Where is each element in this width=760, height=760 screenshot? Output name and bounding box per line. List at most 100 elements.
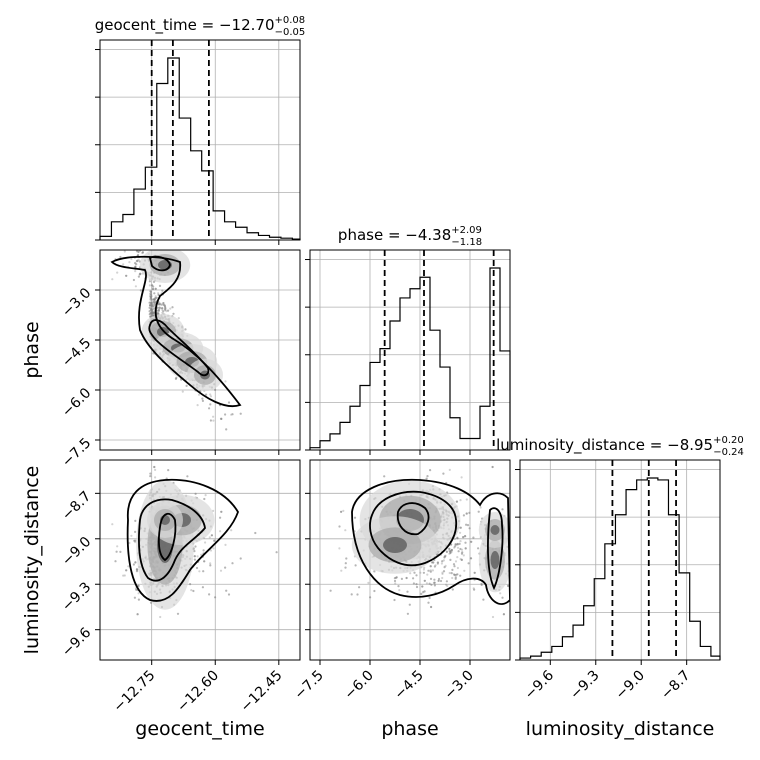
scatter-point	[133, 539, 136, 542]
scatter-point	[150, 302, 153, 305]
axes-frame	[99, 249, 301, 451]
scatter-point	[115, 550, 118, 553]
scatter-point	[134, 265, 137, 268]
scatter-point	[141, 251, 144, 255]
scatter-point	[111, 278, 114, 281]
scatter-point	[440, 562, 443, 565]
scatter-point	[151, 311, 155, 314]
scatter-point	[157, 309, 160, 312]
scatter-point	[512, 542, 514, 544]
scatter-point	[151, 284, 154, 287]
scatter-point	[111, 523, 114, 526]
scatter-point	[433, 578, 436, 581]
scatter-point	[134, 561, 137, 564]
scatter-point	[209, 403, 212, 406]
scatter-point	[205, 393, 208, 396]
scatter-point	[195, 566, 199, 570]
scatter-point	[338, 525, 341, 528]
scatter-point	[135, 250, 139, 253]
scatter-point	[202, 570, 205, 573]
scatter-point	[219, 417, 223, 420]
scatter-point	[512, 542, 514, 544]
panel-title-geocent_time: geocent_time = −12.70+0.08 −0.05	[95, 15, 306, 38]
scatter-point	[157, 309, 160, 312]
scatter-point	[426, 475, 429, 478]
contour-line	[126, 478, 239, 602]
scatter-point	[456, 536, 459, 539]
scatter-point	[151, 310, 154, 313]
scatter-point	[441, 576, 444, 580]
scatter-point	[437, 579, 440, 582]
scatter-point	[477, 510, 480, 513]
scatter-point	[136, 254, 140, 257]
scatter-point	[137, 584, 140, 588]
scatter-point	[239, 557, 242, 560]
scatter-point	[164, 308, 167, 311]
scatter-point	[353, 516, 357, 519]
scatter-point	[448, 571, 451, 575]
x-tick-label: −9.6	[522, 667, 557, 702]
scatter-point	[459, 526, 462, 529]
scatter-point	[147, 246, 149, 248]
scatter-point	[442, 472, 445, 475]
scatter-point	[436, 561, 439, 564]
scatter-point	[176, 612, 180, 615]
scatter-point	[224, 566, 227, 569]
scatter-point	[468, 511, 471, 514]
scatter-point	[150, 312, 154, 315]
scatter-point	[428, 582, 431, 585]
scatter-point	[345, 557, 348, 560]
scatter-point	[453, 565, 456, 568]
scatter-point	[184, 328, 187, 331]
density-core	[490, 525, 500, 535]
scatter-point	[193, 550, 196, 553]
scatter-point	[134, 561, 137, 564]
scatter-point	[350, 593, 353, 596]
scatter-point	[231, 562, 234, 565]
scatter-point	[194, 545, 197, 548]
scatter-point	[445, 580, 448, 583]
scatter-point	[197, 393, 201, 396]
scatter-point	[153, 300, 156, 303]
scatter-point	[214, 596, 217, 599]
scatter-point	[454, 577, 457, 580]
scatter-point	[459, 574, 462, 577]
scatter-point	[462, 536, 465, 539]
scatter-point	[225, 589, 228, 592]
scatter-point	[153, 465, 156, 469]
axes-frame	[99, 39, 301, 241]
scatter-point	[150, 293, 153, 296]
scatter-point	[439, 579, 443, 583]
scatter-point	[456, 566, 459, 570]
scatter-point	[406, 590, 409, 593]
scatter-point	[134, 262, 137, 265]
scatter-point	[466, 524, 470, 527]
scatter-point	[151, 311, 155, 314]
scatter-point	[433, 581, 436, 584]
scatter-point	[160, 303, 163, 306]
scatter-point	[158, 306, 161, 309]
scatter-point	[116, 271, 119, 274]
scatter-point	[456, 536, 459, 539]
scatter-point	[473, 588, 476, 591]
scatter-point	[185, 384, 188, 387]
scatter-point	[209, 564, 212, 567]
scatter-point	[393, 577, 396, 580]
scatter-point	[350, 593, 353, 596]
scatter-point	[159, 615, 162, 619]
scatter-point	[210, 534, 213, 537]
scatter-point	[423, 579, 426, 582]
scatter-point	[193, 555, 196, 558]
scatter-point	[204, 541, 207, 544]
scatter-point	[135, 260, 138, 263]
scatter-point	[275, 551, 278, 554]
scatter-point	[501, 596, 504, 599]
scatter-point	[461, 551, 464, 554]
scatter-point	[196, 555, 199, 558]
scatter-point	[132, 563, 135, 566]
scatter-point	[150, 295, 153, 298]
scatter-point	[159, 307, 162, 310]
scatter-point	[408, 603, 411, 606]
scatter-point	[456, 542, 459, 546]
y-axis-label-phase: phase	[21, 321, 43, 378]
